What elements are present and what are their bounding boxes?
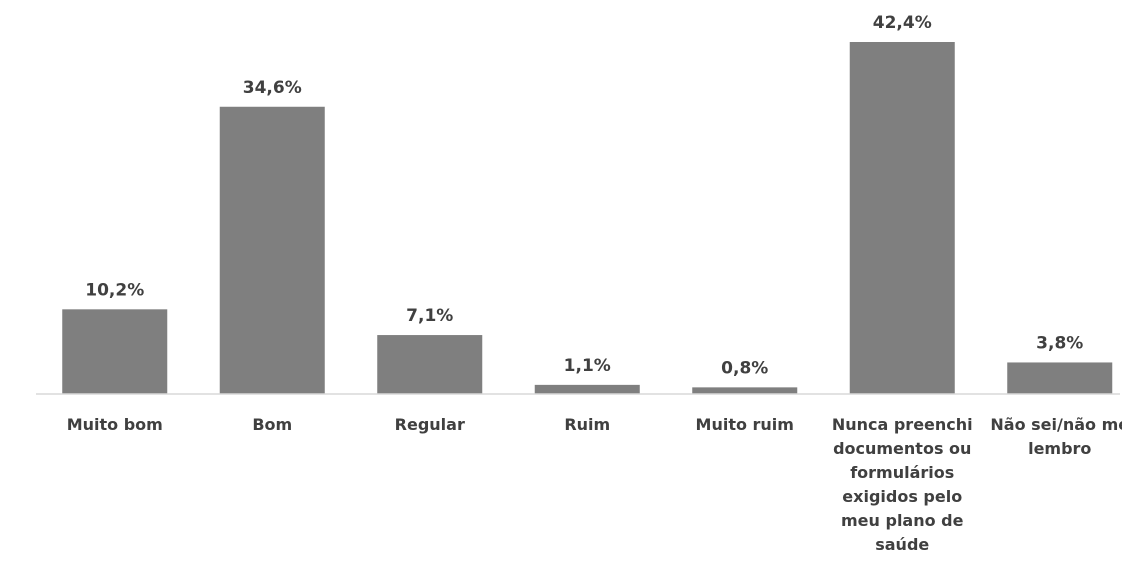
category-label-line: saúde bbox=[875, 535, 929, 554]
bar-6 bbox=[1007, 362, 1113, 394]
bar-2 bbox=[377, 335, 483, 394]
category-label-2: Regular bbox=[395, 415, 465, 434]
category-label-line: meu plano de bbox=[841, 511, 964, 530]
category-label-4: Muito ruim bbox=[696, 415, 794, 434]
category-label-line: Muito bom bbox=[67, 415, 163, 434]
bar-4 bbox=[692, 387, 798, 394]
value-label-4: 0,8% bbox=[721, 358, 768, 378]
bar-1 bbox=[219, 106, 325, 395]
value-label-0: 10,2% bbox=[85, 280, 144, 300]
category-label-line: Não sei/não me bbox=[990, 415, 1122, 434]
category-label-line: Muito ruim bbox=[696, 415, 794, 434]
category-label-line: exigidos pelo bbox=[842, 487, 962, 506]
category-label-3: Ruim bbox=[564, 415, 610, 434]
bar-5 bbox=[849, 42, 955, 394]
category-label-line: lembro bbox=[1028, 439, 1091, 458]
value-label-2: 7,1% bbox=[406, 306, 453, 326]
category-label-line: Ruim bbox=[564, 415, 610, 434]
value-label-3: 1,1% bbox=[564, 356, 611, 376]
category-label-5: Nunca preenchi documentos ou formulários ex… bbox=[832, 415, 973, 554]
category-label-line: formulários bbox=[850, 463, 954, 482]
bar-3 bbox=[534, 384, 640, 394]
category-label-1: Bom bbox=[252, 415, 292, 434]
category-label-line: Regular bbox=[395, 415, 465, 434]
category-label-6: Não sei/não me lembro bbox=[990, 415, 1122, 458]
category-label-line: documentos ou bbox=[833, 439, 971, 458]
category-labels-group: Muito bom Bom Regular Ruim Muito ruim Nunca p… bbox=[67, 415, 1122, 554]
value-label-1: 34,6% bbox=[243, 78, 302, 98]
category-label-line: Bom bbox=[252, 415, 292, 434]
value-labels-group: 10,2% 34,6% 7,1% 1,1% 0,8% 42,4% 3,8% bbox=[85, 13, 1083, 378]
value-label-5: 42,4% bbox=[873, 13, 932, 33]
category-label-0: Muito bom bbox=[67, 415, 163, 434]
bar-0 bbox=[62, 309, 168, 394]
value-label-6: 3,8% bbox=[1036, 333, 1083, 353]
bars-group bbox=[62, 42, 1113, 395]
category-label-line: Nunca preenchi bbox=[832, 415, 973, 434]
